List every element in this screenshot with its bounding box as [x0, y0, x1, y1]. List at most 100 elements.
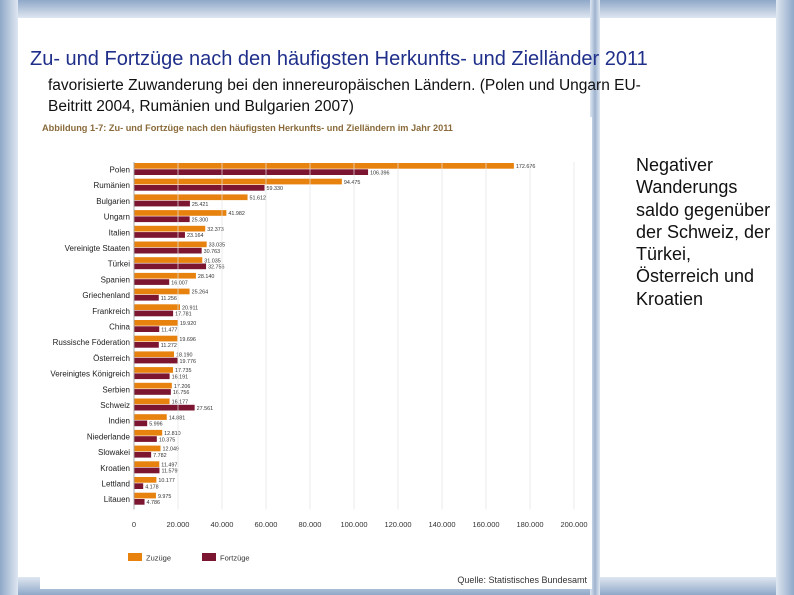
data-label: 172.676 — [516, 164, 536, 170]
data-label: 25.300 — [192, 218, 209, 224]
category-label: Italien — [109, 228, 130, 237]
bar-zuzuege — [134, 461, 160, 467]
bar-fortzuege — [134, 483, 144, 489]
bar-fortzuege — [134, 294, 159, 301]
bar-fortzuege — [134, 436, 157, 442]
x-tick-label: 200.000 — [560, 520, 587, 529]
bars-layer: Polen 172.676 106.396 Rumänien 94.475 59.330 B… — [50, 163, 535, 506]
category-label: Kroatien — [100, 464, 130, 473]
x-tick-label: 60.000 — [255, 520, 278, 529]
bar-fortzuege — [134, 200, 190, 207]
legend-swatch — [128, 553, 142, 561]
data-label: 11.477 — [161, 327, 177, 333]
data-label: 31.035 — [204, 258, 221, 264]
data-label: 25.264 — [192, 290, 209, 296]
bar-fortzuege — [134, 263, 207, 270]
bar-zuzuege — [134, 351, 175, 358]
data-label: 11.272 — [161, 343, 177, 349]
data-label: 41.982 — [228, 211, 245, 217]
bar-zuzuege — [134, 194, 248, 201]
bar-fortzuege — [134, 420, 148, 427]
data-label: 106.396 — [370, 170, 390, 176]
data-label: 17.781 — [175, 312, 192, 318]
legend: Zuzüge Fortzüge — [128, 553, 250, 563]
bar-zuzuege — [134, 210, 227, 216]
data-label: 10.375 — [159, 437, 176, 443]
x-tick-label: 160.000 — [472, 520, 499, 529]
category-label: Bulgarien — [96, 197, 130, 206]
data-label: 11.497 — [161, 462, 177, 468]
slide-title: Zu- und Fortzüge nach den häufigsten Her… — [30, 48, 648, 70]
bar-zuzuege — [134, 241, 207, 248]
slide-subtitle: favorisierte Zuwanderung bei den innereu… — [48, 77, 641, 115]
data-label: 23.164 — [187, 233, 204, 239]
data-label: 28.140 — [198, 274, 215, 280]
bar-zuzuege — [134, 225, 206, 232]
bar-fortzuege — [134, 169, 369, 175]
category-label: Vereinigte Staaten — [65, 244, 130, 253]
data-label: 9.975 — [158, 494, 172, 500]
bar-fortzuege — [134, 279, 170, 285]
data-label: 4.178 — [145, 484, 159, 490]
bar-zuzuege — [134, 163, 514, 169]
side-note: Negativer Wanderungs saldo gegenüber der… — [636, 155, 771, 309]
bar-zuzuege — [134, 414, 167, 420]
data-label: 30.763 — [204, 249, 221, 255]
bar-fortzuege — [134, 499, 145, 505]
data-label: 32.756 — [208, 265, 225, 271]
data-label: 5.996 — [149, 422, 163, 428]
bar-zuzuege — [134, 367, 174, 373]
bar-zuzuege — [134, 288, 190, 295]
legend-label: Zuzüge — [146, 554, 171, 563]
data-label: 16.177 — [172, 400, 189, 406]
bar-fortzuege — [134, 342, 159, 348]
data-label: 12.810 — [164, 431, 181, 437]
category-label: Vereinigtes Königreich — [50, 370, 130, 379]
category-label: Russische Föderation — [53, 338, 130, 347]
frame-left — [0, 0, 18, 595]
bar-fortzuege — [134, 232, 185, 238]
x-tick-label: 40.000 — [211, 520, 234, 529]
data-label: 10.177 — [158, 478, 175, 484]
category-label: Slowakei — [98, 448, 130, 457]
legend-swatch — [202, 553, 216, 561]
category-label: Niederlande — [87, 432, 131, 441]
x-tick-label: 0 — [132, 520, 136, 529]
bar-fortzuege — [134, 216, 190, 223]
bar-zuzuege — [134, 257, 203, 263]
x-tick-label: 100.000 — [340, 520, 367, 529]
bar-zuzuege — [134, 272, 196, 279]
category-label: Österreich — [93, 354, 130, 363]
chart-figure: Abbildung 1-7: Zu- und Fortzüge nach den… — [40, 117, 592, 589]
data-label: 11.579 — [161, 469, 177, 475]
bar-fortzuege — [134, 451, 152, 458]
bar-zuzuege — [134, 178, 342, 185]
x-tick-label: 180.000 — [516, 520, 543, 529]
category-label: Spanien — [101, 275, 130, 284]
data-label: 17.735 — [175, 368, 192, 374]
data-label: 19.696 — [179, 337, 196, 343]
data-label: 16.007 — [171, 280, 188, 286]
x-tick-label: 140.000 — [428, 520, 455, 529]
bar-chart: Abbildung 1-7: Zu- und Fortzüge nach den… — [42, 123, 588, 585]
category-label: Rumänien — [94, 181, 130, 190]
legend-label: Fortzüge — [220, 554, 250, 563]
category-label: Litauen — [104, 495, 130, 504]
data-label: 19.776 — [180, 359, 197, 365]
bar-fortzuege — [134, 357, 178, 364]
data-label: 16.756 — [173, 390, 190, 396]
category-label: Serbien — [102, 385, 130, 394]
category-label: Indien — [108, 417, 130, 426]
data-label: 33.035 — [209, 243, 226, 249]
category-label: Griechenland — [82, 291, 130, 300]
data-label: 16.191 — [172, 375, 189, 381]
data-label: 27.561 — [197, 406, 214, 412]
data-label: 18.190 — [176, 353, 193, 359]
category-label: Schweiz — [100, 401, 130, 410]
frame-top — [0, 0, 794, 18]
bar-zuzuege — [134, 429, 163, 436]
category-label: Frankreich — [92, 307, 130, 316]
bar-zuzuege — [134, 304, 181, 310]
category-label: China — [109, 323, 130, 332]
frame-right — [776, 0, 794, 595]
